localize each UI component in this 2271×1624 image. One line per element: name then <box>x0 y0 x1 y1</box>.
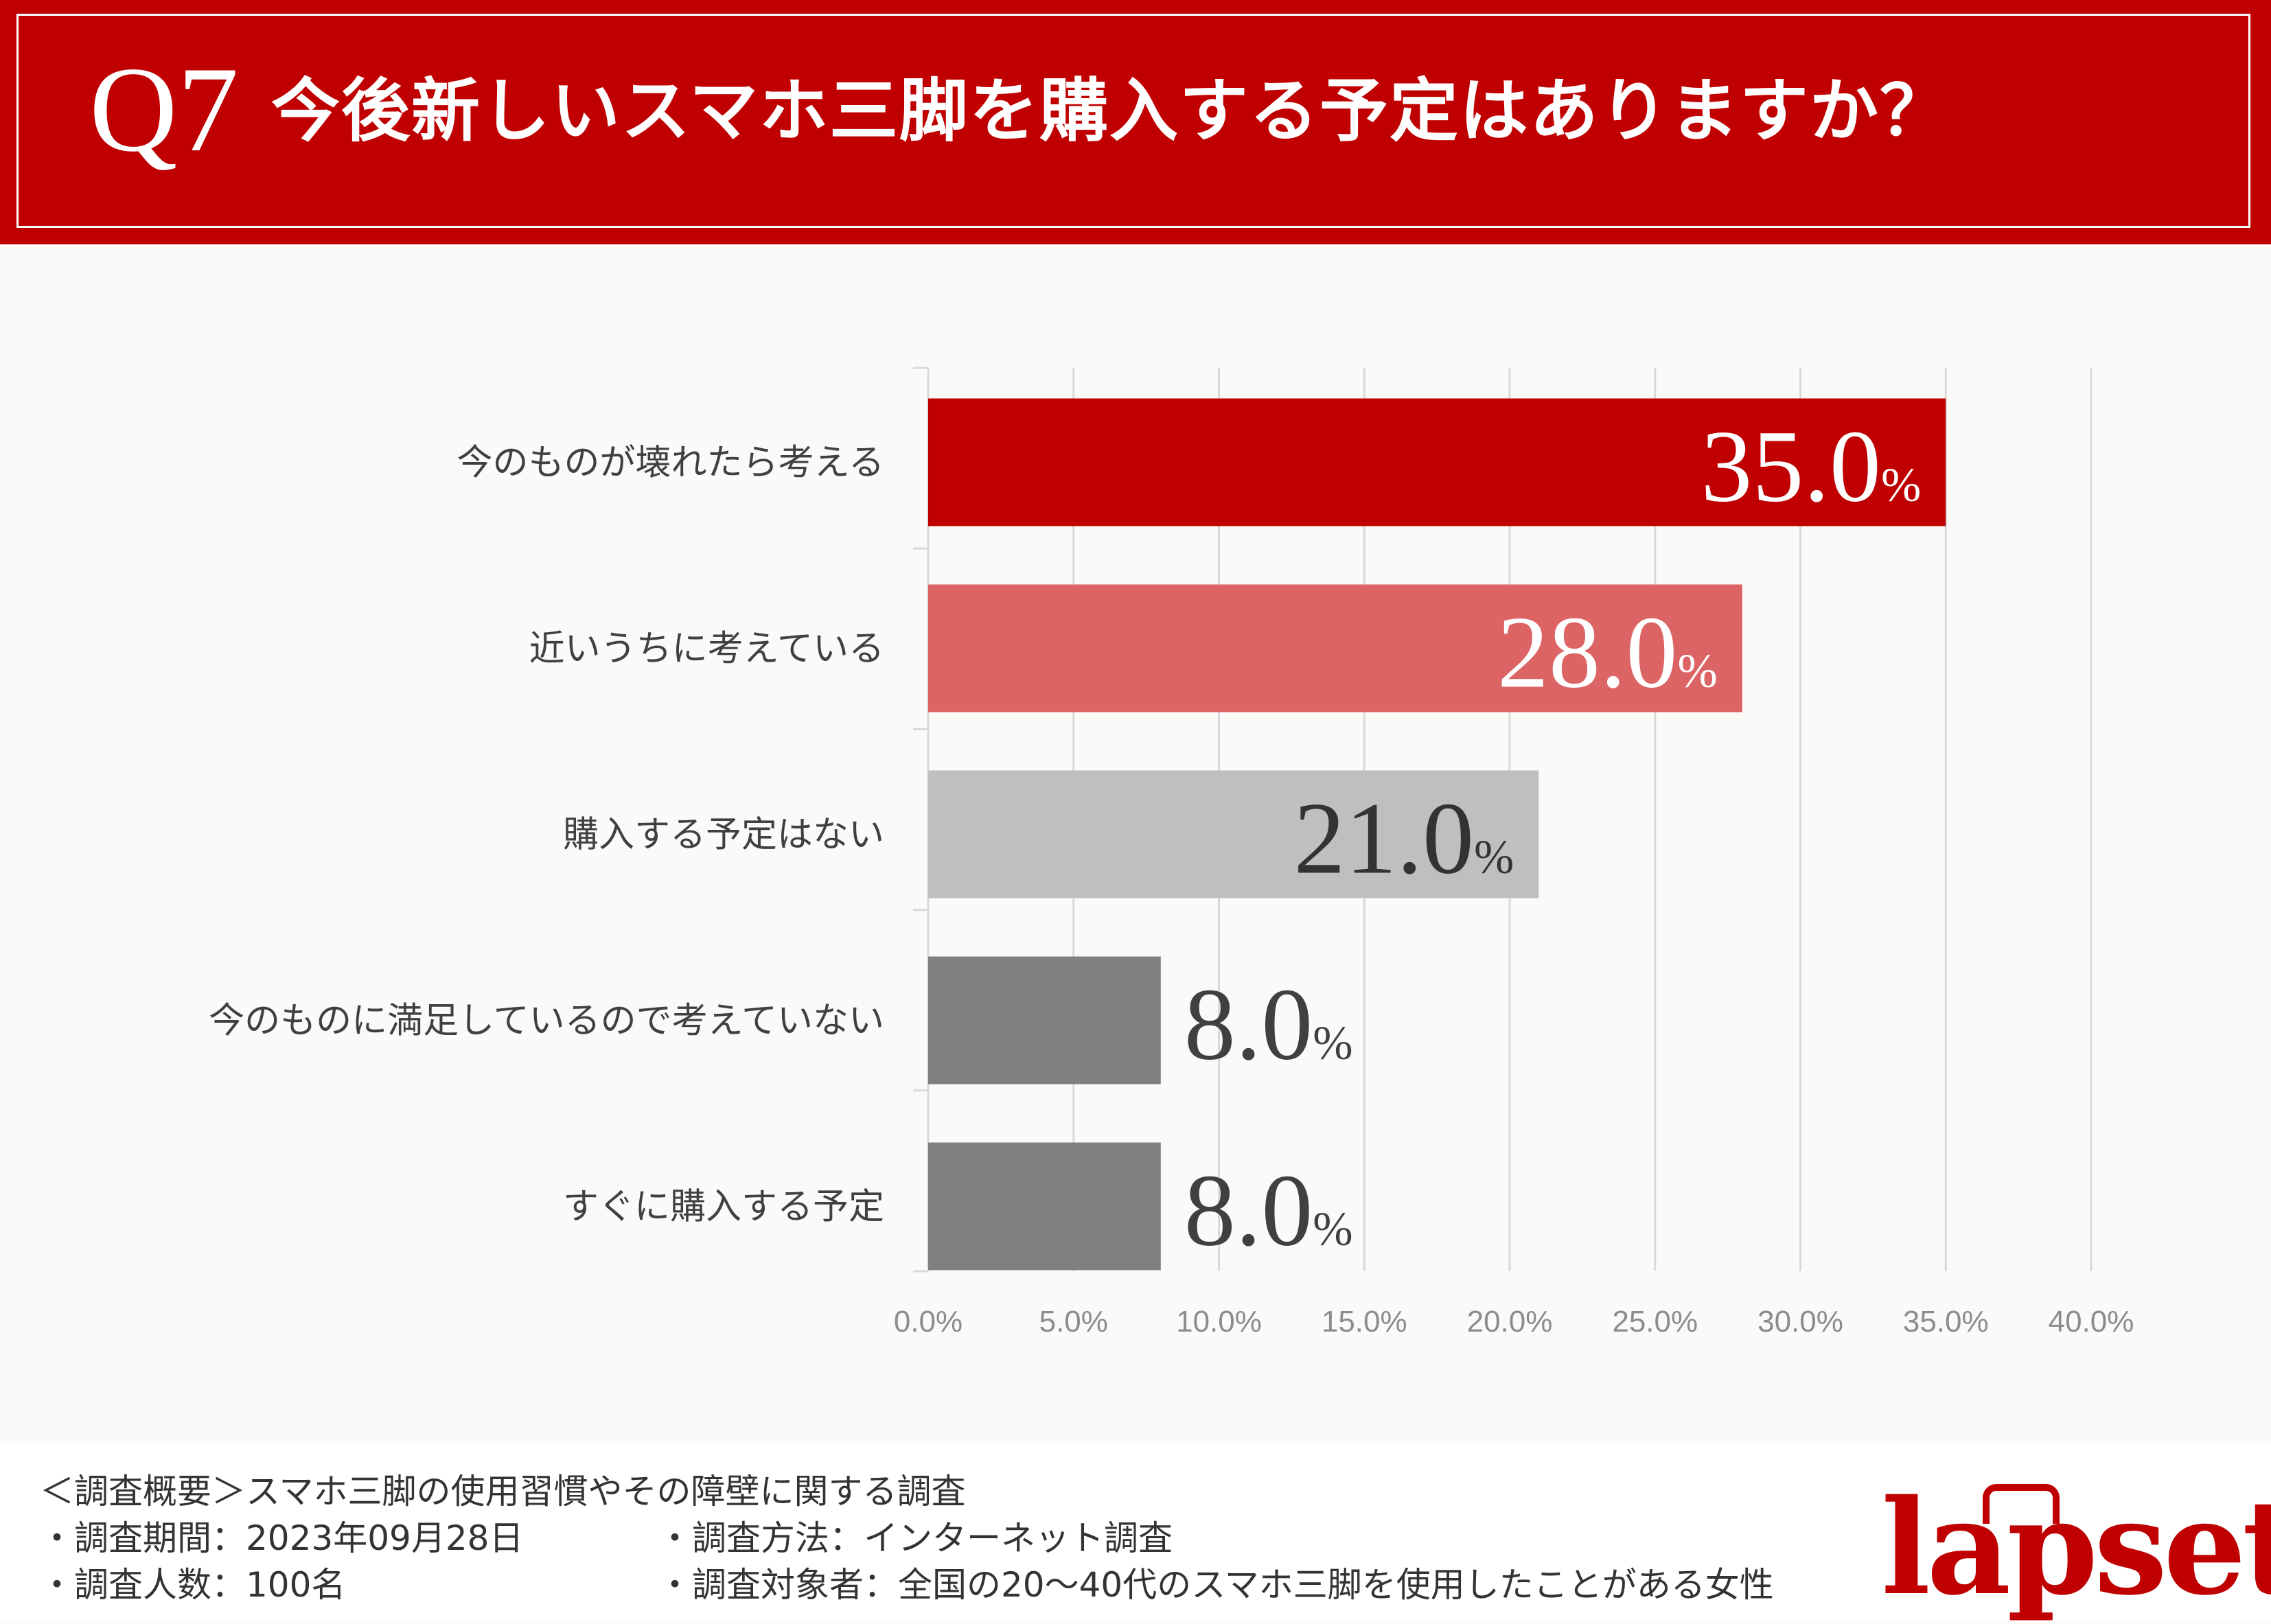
x-tick-label: 15.0% <box>1322 1305 1407 1338</box>
value-label: 8.0% <box>1184 1154 1353 1268</box>
header-frame <box>16 14 2250 228</box>
bar <box>928 770 1539 898</box>
category-label: 今のものに満足しているので考えていない <box>209 1001 884 1042</box>
value-suffix: % <box>1313 1017 1352 1070</box>
survey-method: ・調査方法：インターネット調査 <box>658 1518 1173 1558</box>
value-suffix: % <box>1313 1203 1352 1256</box>
bar <box>928 398 1946 526</box>
x-tick-label: 35.0% <box>1903 1305 1989 1338</box>
category-label: 近いうちに考えている <box>529 629 884 670</box>
value-suffix: % <box>1677 645 1717 698</box>
value-suffix: % <box>1881 459 1921 512</box>
survey-count: ・調査人数：100名 <box>40 1565 346 1605</box>
header-banner: Q7 今後新しいスマホ三脚を購入する予定はありますか？ <box>0 0 2271 244</box>
category-label: 購入する予定はない <box>563 815 884 856</box>
question-number: Q7 <box>89 41 239 177</box>
x-tick-label: 20.0% <box>1467 1305 1553 1338</box>
bar <box>928 584 1742 712</box>
x-tick-label: 25.0% <box>1612 1305 1698 1338</box>
question-title: 今後新しいスマホ三脚を購入する予定はありますか？ <box>271 71 1950 151</box>
camera-icon <box>1983 1484 2060 1524</box>
footer: ＜調査概要＞スマホ三脚の使用習慣やその障壁に関する調査 ・調査期間：2023年0… <box>0 1444 2271 1621</box>
bar <box>928 956 1161 1084</box>
x-tick-label: 30.0% <box>1757 1305 1843 1338</box>
bar-chart: 0.0% 5.0% 10.0% 15.0% 20.0% 25.0% 30.0% 35.0% 40… <box>209 367 2134 1338</box>
category-label: 今のものが壊れたら考える <box>457 443 884 484</box>
x-tick-label: 5.0% <box>1039 1305 1108 1338</box>
x-tick-label: 10.0% <box>1176 1305 1262 1338</box>
bar <box>928 1142 1161 1271</box>
value-suffix: % <box>1474 831 1514 884</box>
survey-summary: ＜調査概要＞スマホ三脚の使用習慣やその障壁に関する調査 <box>40 1472 966 1511</box>
survey-period: ・調査期間：2023年09月28日 <box>40 1518 524 1558</box>
survey-target: ・調査対象者：全国の20〜40代のスマホ三脚を使用したことがある女性 <box>658 1565 1774 1605</box>
lapset-logo: lapset <box>1881 1476 2271 1613</box>
x-tick-label: 40.0% <box>2049 1305 2134 1338</box>
logo-text: lapset <box>1881 1471 2271 1624</box>
x-tick-label: 0.0% <box>894 1305 962 1338</box>
value-label: 8.0% <box>1184 968 1353 1082</box>
category-label: すぐに購入する予定 <box>563 1187 884 1228</box>
